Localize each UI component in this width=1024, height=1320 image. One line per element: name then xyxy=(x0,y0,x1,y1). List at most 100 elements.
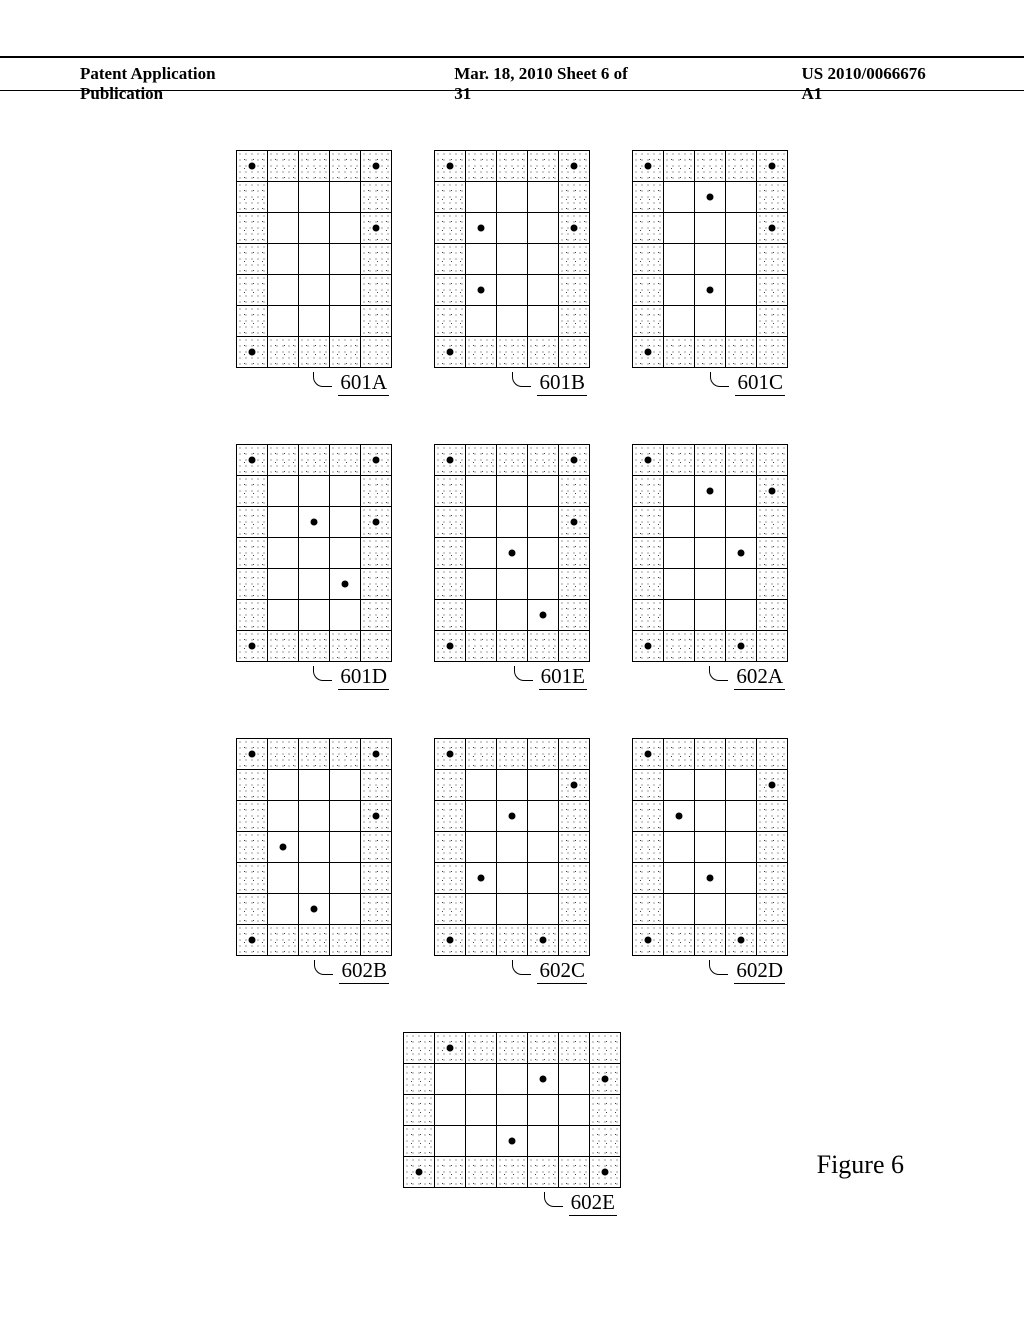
cell xyxy=(268,182,299,213)
dot-icon xyxy=(645,937,652,944)
dot-icon xyxy=(645,751,652,758)
cell xyxy=(497,182,528,213)
dot-icon xyxy=(509,550,516,557)
cell xyxy=(757,538,788,569)
cell xyxy=(237,538,268,569)
cell xyxy=(726,863,757,894)
panel-row: 602B602C602D xyxy=(236,738,788,984)
cell xyxy=(633,337,664,368)
cell xyxy=(435,1064,466,1095)
cell xyxy=(590,1095,621,1126)
cell xyxy=(435,476,466,507)
cell xyxy=(466,337,497,368)
cell xyxy=(330,569,361,600)
grid xyxy=(434,150,590,368)
cell xyxy=(757,337,788,368)
panel-label-row: 601C xyxy=(635,370,785,396)
cell xyxy=(528,925,559,956)
cell xyxy=(466,631,497,662)
cell xyxy=(664,213,695,244)
cell xyxy=(237,894,268,925)
cell xyxy=(695,182,726,213)
cell xyxy=(330,445,361,476)
cell xyxy=(497,275,528,306)
cell xyxy=(633,275,664,306)
cell xyxy=(497,894,528,925)
cell xyxy=(664,244,695,275)
cell xyxy=(726,476,757,507)
cell xyxy=(299,863,330,894)
cell xyxy=(664,863,695,894)
panel-row: 601D601E602A xyxy=(236,444,788,690)
cell xyxy=(299,631,330,662)
cell xyxy=(633,863,664,894)
cell xyxy=(299,244,330,275)
cell xyxy=(695,213,726,244)
cell xyxy=(466,801,497,832)
dot-icon xyxy=(707,875,714,882)
cell xyxy=(466,244,497,275)
cell xyxy=(528,894,559,925)
cell xyxy=(559,337,590,368)
dot-icon xyxy=(447,349,454,356)
cell xyxy=(695,894,726,925)
cell xyxy=(726,600,757,631)
cell xyxy=(497,1157,528,1188)
cell xyxy=(559,801,590,832)
cell xyxy=(435,507,466,538)
cell xyxy=(330,151,361,182)
cell xyxy=(726,569,757,600)
cell xyxy=(559,1095,590,1126)
cell xyxy=(435,569,466,600)
panel-label-row: 601E xyxy=(437,664,587,690)
cell xyxy=(664,770,695,801)
dot-icon xyxy=(707,488,714,495)
cell xyxy=(435,925,466,956)
cell xyxy=(299,445,330,476)
cell xyxy=(237,151,268,182)
dot-icon xyxy=(571,225,578,232)
header-left: Patent Application Publication xyxy=(0,64,374,104)
dot-icon xyxy=(342,581,349,588)
dot-icon xyxy=(602,1169,609,1176)
cell xyxy=(435,244,466,275)
cell xyxy=(528,275,559,306)
dot-icon xyxy=(373,225,380,232)
cell xyxy=(466,739,497,770)
panel-label: 601C xyxy=(735,370,785,396)
panel-label-row: 602E xyxy=(407,1190,617,1216)
dot-icon xyxy=(478,875,485,882)
panel-602E: 602E xyxy=(403,1032,621,1216)
cell xyxy=(330,739,361,770)
cell xyxy=(435,151,466,182)
cell xyxy=(361,770,392,801)
dot-icon xyxy=(571,163,578,170)
cell xyxy=(237,182,268,213)
dot-icon xyxy=(373,457,380,464)
cell xyxy=(497,445,528,476)
cell xyxy=(497,801,528,832)
callout-line-icon xyxy=(313,372,332,387)
cell xyxy=(528,770,559,801)
cell xyxy=(361,739,392,770)
cell xyxy=(497,1095,528,1126)
cell xyxy=(528,476,559,507)
callout-line-icon xyxy=(709,666,728,681)
cell xyxy=(330,631,361,662)
cell xyxy=(590,1033,621,1064)
panel-label: 601D xyxy=(338,664,389,690)
dot-icon xyxy=(707,287,714,294)
cell xyxy=(361,182,392,213)
cell xyxy=(466,538,497,569)
cell xyxy=(633,538,664,569)
cell xyxy=(466,445,497,476)
dot-icon xyxy=(249,349,256,356)
cell xyxy=(466,275,497,306)
cell xyxy=(299,770,330,801)
cell xyxy=(528,1033,559,1064)
cell xyxy=(435,600,466,631)
cell xyxy=(664,182,695,213)
cell xyxy=(528,337,559,368)
cell xyxy=(404,1064,435,1095)
cell xyxy=(695,507,726,538)
